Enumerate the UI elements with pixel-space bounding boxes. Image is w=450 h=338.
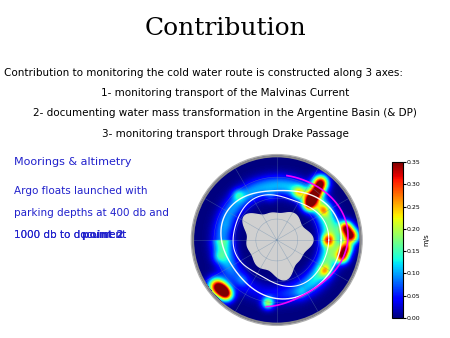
Circle shape	[193, 156, 360, 324]
Text: parking depths at 400 db and: parking depths at 400 db and	[14, 208, 168, 218]
Text: 1- monitoring transport of the Malvinas Current: 1- monitoring transport of the Malvinas …	[101, 88, 349, 98]
Text: 3- monitoring transport through Drake Passage: 3- monitoring transport through Drake Pa…	[102, 128, 348, 139]
Y-axis label: m/s: m/s	[423, 234, 429, 246]
Text: Contribution to monitoring the cold water route is constructed along 3 axes:: Contribution to monitoring the cold wate…	[4, 68, 404, 78]
Text: Contribution: Contribution	[144, 17, 306, 40]
Polygon shape	[243, 213, 313, 280]
Text: 1000 db to document: 1000 db to document	[14, 230, 129, 240]
Text: 2- documenting water mass transformation in the Argentine Basin (& DP): 2- documenting water mass transformation…	[33, 108, 417, 118]
Text: Moorings & altimetry: Moorings & altimetry	[14, 157, 131, 167]
Text: 1000 db to document: 1000 db to document	[14, 230, 129, 240]
Circle shape	[191, 154, 362, 325]
Text: Argo floats launched with: Argo floats launched with	[14, 186, 147, 196]
Text: point 2: point 2	[82, 230, 123, 240]
